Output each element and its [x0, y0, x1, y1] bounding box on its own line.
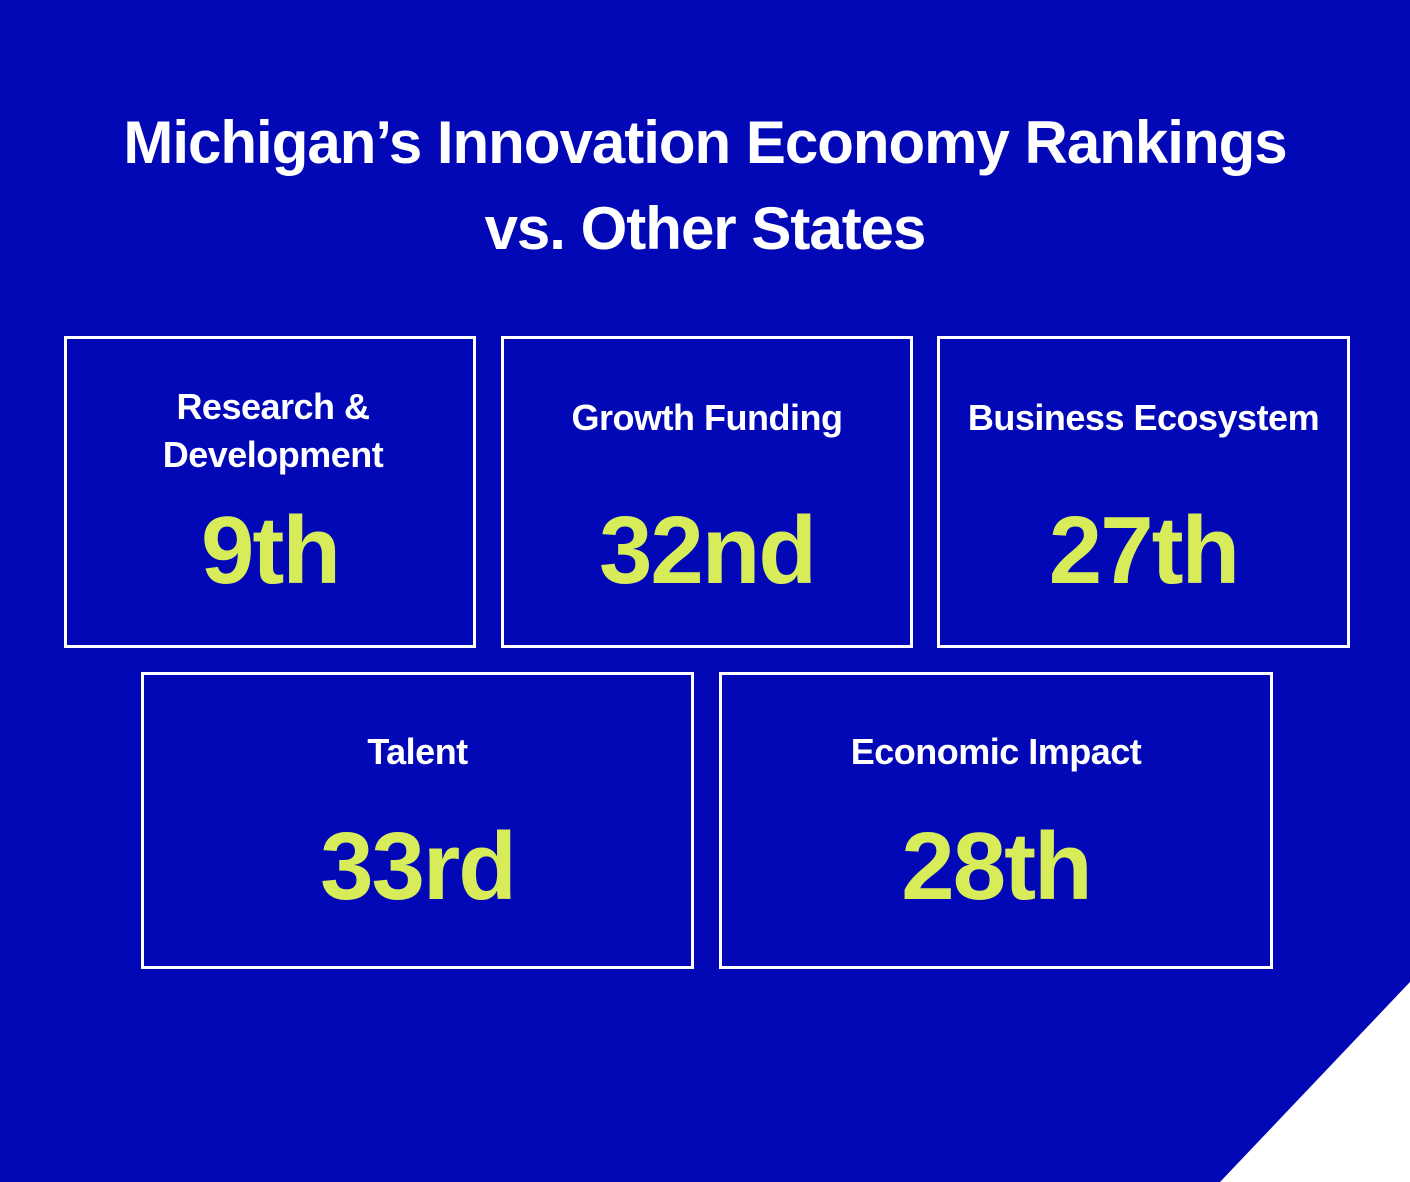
ranking-card-economic-impact: Economic Impact 28th [719, 672, 1273, 969]
ranking-card-business-ecosystem: Business Ecosystem 27th [937, 336, 1350, 648]
card-value: 9th [201, 497, 341, 604]
card-label: Talent [367, 731, 468, 772]
title-line-1: Michigan’s Innovation Economy Rankings [123, 109, 1287, 176]
ranking-card-talent: Talent 33rd [141, 672, 694, 969]
card-value: 28th [901, 813, 1092, 920]
corner-triangle-decoration [1220, 982, 1410, 1182]
title-line-2: vs. Other States [484, 195, 927, 262]
card-value: 27th [1048, 497, 1240, 604]
card-value: 33rd [320, 813, 517, 920]
card-label: Economic Impact [850, 731, 1142, 772]
card-label: Research & Development [162, 386, 384, 475]
page-title: Michigan’s Innovation Economy Rankings v… [0, 100, 1410, 272]
card-value: 32nd [598, 497, 817, 604]
ranking-card-growth-funding: Growth Funding 32nd [501, 336, 913, 648]
card-label: Growth Funding [571, 397, 843, 438]
card-label: Business Ecosystem [967, 397, 1320, 438]
ranking-card-research-development: Research & Development 9th [64, 336, 476, 648]
